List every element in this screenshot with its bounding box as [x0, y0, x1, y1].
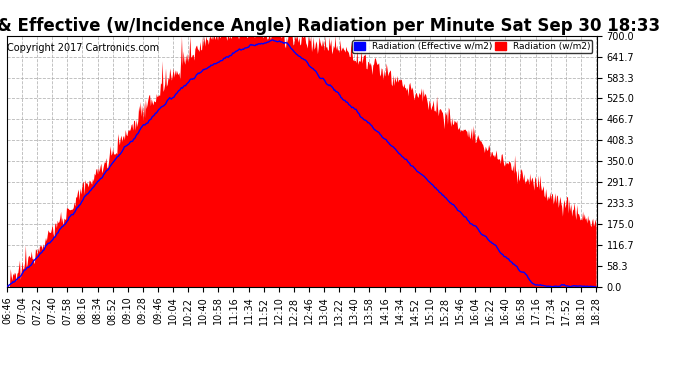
Title: Solar & Effective (w/Incidence Angle) Radiation per Minute Sat Sep 30 18:33: Solar & Effective (w/Incidence Angle) Ra…	[0, 18, 660, 36]
Legend: Radiation (Effective w/m2), Radiation (w/m2): Radiation (Effective w/m2), Radiation (w…	[352, 40, 592, 53]
Text: Copyright 2017 Cartronics.com: Copyright 2017 Cartronics.com	[8, 43, 159, 53]
